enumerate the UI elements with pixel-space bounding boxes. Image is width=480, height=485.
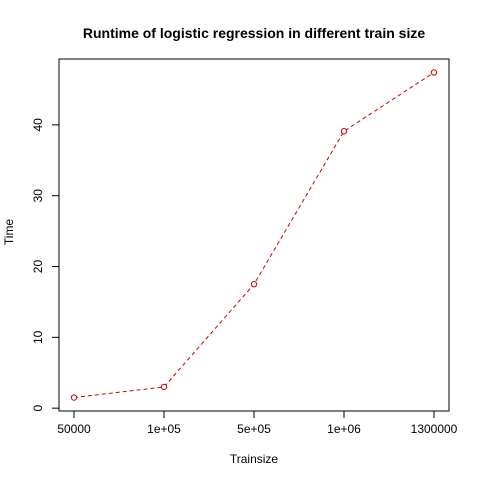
data-point: [430, 69, 438, 76]
y-axis-label: Time: [2, 219, 16, 246]
x-tick-label: 1300000: [411, 422, 458, 436]
x-axis: 50000 1e+05 5e+05 1e+06 1300000: [57, 410, 458, 436]
y-tick-label: 40: [31, 118, 45, 132]
series-layer: [70, 69, 438, 401]
x-tick-label: 1e+05: [147, 422, 181, 436]
y-tick-label: 20: [31, 260, 45, 274]
series-line: [73, 72, 435, 399]
data-point: [340, 128, 348, 135]
data-point: [70, 394, 78, 401]
y-tick-label: 30: [31, 189, 45, 203]
y-tick-label: 10: [31, 330, 45, 344]
data-point: [250, 281, 258, 288]
plot-frame: [58, 58, 450, 412]
data-point: [160, 383, 168, 391]
x-tick-label: 1e+06: [327, 422, 361, 436]
x-axis-label: Trainsize: [230, 452, 279, 466]
x-tick-label: 5e+05: [237, 422, 271, 436]
x-tick-label: 50000: [57, 422, 91, 436]
chart-title: Runtime of logistic regression in differ…: [83, 25, 425, 41]
y-axis: 0 10 20 30 40: [31, 118, 60, 412]
y-tick-label: 0: [31, 405, 45, 412]
